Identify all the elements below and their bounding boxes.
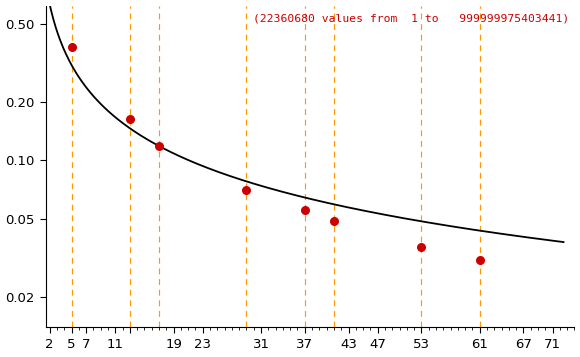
Text: (22360680 values from  1 to   999999975403441): (22360680 values from 1 to 9999999754034…	[253, 14, 569, 24]
Point	[417, 244, 426, 250]
Point	[67, 44, 76, 50]
Point	[242, 187, 251, 192]
Point	[475, 257, 484, 263]
Point	[300, 207, 309, 212]
Point	[125, 117, 135, 122]
Point	[154, 144, 164, 149]
Point	[329, 218, 339, 224]
